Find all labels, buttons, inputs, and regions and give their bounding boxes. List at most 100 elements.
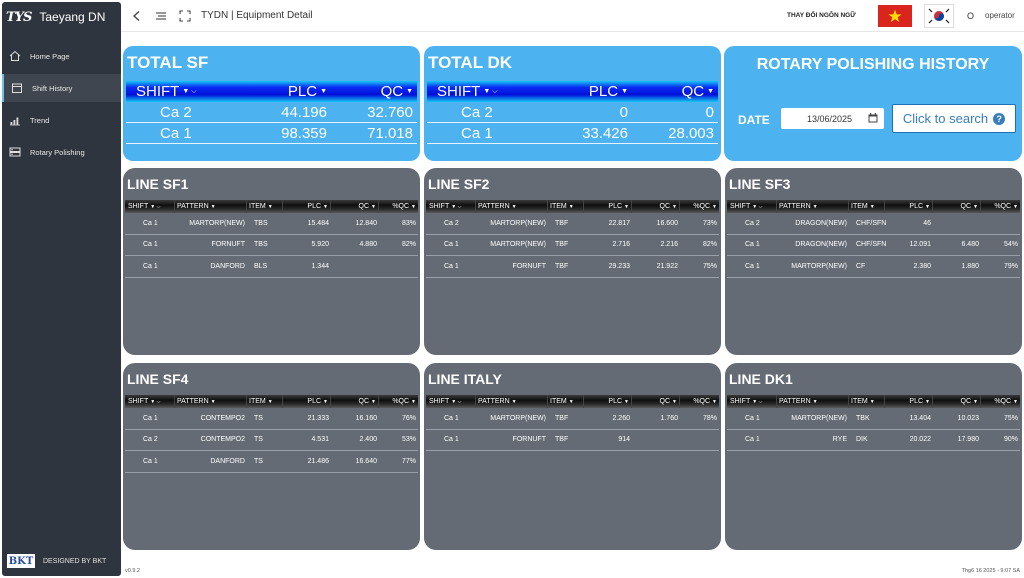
header-qc[interactable]: QC ▼ [632, 200, 680, 213]
header-plc[interactable]: PLC ▼ [283, 395, 331, 408]
filter-icon[interactable]: ▼ [624, 398, 629, 405]
table-row[interactable]: Ca 1 MARTORP(NEW) TBF 2.716 2.216 82% [426, 235, 719, 256]
filter-icon[interactable]: ▼ [869, 203, 875, 210]
sidebar-item-trend[interactable]: Trend [2, 106, 121, 134]
table-row[interactable]: Ca 1 98.359 71.018 [126, 123, 417, 144]
table-row[interactable]: Ca 1 MARTORP(NEW) TBK 13.404 10.023 75% [727, 408, 1020, 430]
filter-icon[interactable]: ▼ [672, 398, 677, 405]
header-item[interactable]: ITEM ▼ [849, 395, 885, 408]
header-qc[interactable]: QC ▼ [380, 83, 413, 100]
filter-icon[interactable]: ▼ [371, 398, 376, 405]
filter-icon[interactable]: ▼ [267, 398, 273, 405]
header-pct-qc[interactable]: %QC ▼ [680, 200, 719, 213]
filter-icon[interactable]: ▼ [973, 203, 978, 210]
filter-icon[interactable]: ▼ [672, 203, 677, 210]
filter-icon[interactable]: ▼ [323, 203, 328, 210]
header-pct-qc[interactable]: %QC ▼ [379, 395, 418, 408]
filter-icon[interactable]: ▼ [812, 203, 818, 210]
filter-icon[interactable]: ▼ [712, 203, 717, 210]
filter-icon[interactable]: ▼ [621, 88, 628, 95]
table-row[interactable]: Ca 1 FORNUFT TBF 914 [426, 430, 719, 451]
filter-icon[interactable]: ▼ [406, 88, 413, 95]
language-label[interactable]: THAY ĐỔI NGÔN NGỮ [787, 12, 856, 19]
table-row[interactable]: Ca 1 FORNUFT TBS 5.920 4.880 82% [125, 235, 418, 256]
filter-icon[interactable]: ▼ [568, 398, 574, 405]
menu-icon[interactable] [153, 8, 169, 24]
header-shift[interactable]: SHIFT ▼ ⌵ [426, 395, 476, 408]
filter-icon[interactable]: ▼ [869, 398, 875, 405]
table-row[interactable]: Ca 1 FORNUFT TBF 29.233 21.922 75% [426, 256, 719, 278]
search-button[interactable]: Click to search ? [892, 104, 1016, 133]
header-shift[interactable]: SHIFT ▼ ⌵ [727, 395, 777, 408]
header-item[interactable]: ITEM ▼ [849, 200, 885, 213]
table-row[interactable]: Ca 1 CONTEMPO2 TS 21.333 16.160 76% [125, 408, 418, 430]
header-shift[interactable]: SHIFT ▼ ⌵ [136, 83, 197, 100]
header-plc[interactable]: PLC ▼ [287, 83, 327, 100]
filter-icon[interactable]: ▼ [411, 398, 416, 405]
header-plc[interactable]: PLC ▼ [584, 395, 632, 408]
header-shift[interactable]: SHIFT ▼ ⌵ [727, 200, 777, 213]
filter-icon[interactable]: ▼ [323, 398, 328, 405]
header-plc[interactable]: PLC ▼ [584, 200, 632, 213]
sidebar-item-shift-history[interactable]: Shift History [2, 74, 121, 102]
filter-icon[interactable]: ▼ [568, 203, 574, 210]
filter-icon[interactable]: ▼ ⌵ [150, 398, 161, 405]
filter-icon[interactable]: ▼ [624, 203, 629, 210]
filter-icon[interactable]: ▼ [511, 203, 517, 210]
sidebar-item-home[interactable]: Home Page [2, 42, 121, 70]
filter-icon[interactable]: ▼ [812, 398, 818, 405]
user-avatar[interactable]: O [967, 10, 975, 21]
header-pct-qc[interactable]: %QC ▼ [379, 200, 418, 213]
calendar-icon[interactable] [868, 113, 878, 123]
header-shift[interactable]: SHIFT ▼ ⌵ [437, 83, 498, 100]
header-pct-qc[interactable]: %QC ▼ [680, 395, 719, 408]
fullscreen-icon[interactable] [177, 8, 193, 24]
filter-icon[interactable]: ▼ [1013, 203, 1018, 210]
header-qc[interactable]: QC ▼ [632, 395, 680, 408]
filter-icon[interactable]: ▼ [371, 203, 376, 210]
header-plc[interactable]: PLC ▼ [885, 200, 933, 213]
back-icon[interactable] [129, 8, 145, 24]
table-row[interactable]: Ca 1 DANFORD TS 21.486 16.640 77% [125, 451, 418, 473]
header-qc[interactable]: QC ▼ [933, 200, 981, 213]
filter-icon[interactable]: ▼ [925, 203, 930, 210]
filter-icon[interactable]: ▼ [320, 88, 327, 95]
table-row[interactable]: Ca 1 DRAGON(NEW) CHF/SFN 12.091 6.480 54% [727, 235, 1020, 256]
filter-icon[interactable]: ▼ ⌵ [451, 398, 462, 405]
table-row[interactable]: Ca 1 MARTORP(NEW) TBS 15.484 12.840 83% [125, 213, 418, 235]
header-shift[interactable]: SHIFT ▼ ⌵ [125, 200, 175, 213]
filter-icon[interactable]: ▼ ⌵ [451, 203, 462, 210]
header-pct-qc[interactable]: %QC ▼ [981, 200, 1020, 213]
table-row[interactable]: Ca 1 DANFORD BLS 1.344 [125, 256, 418, 278]
filter-icon[interactable]: ▼ [411, 203, 416, 210]
header-pattern[interactable]: PATTERN ▼ [476, 395, 548, 408]
filter-icon[interactable]: ▼ [511, 398, 517, 405]
header-pattern[interactable]: PATTERN ▼ [175, 200, 247, 213]
header-plc[interactable]: PLC ▼ [588, 83, 628, 100]
header-qc[interactable]: QC ▼ [331, 395, 379, 408]
filter-icon[interactable]: ▼ [707, 88, 714, 95]
filter-icon[interactable]: ▼ [210, 203, 216, 210]
filter-icon[interactable]: ▼ [973, 398, 978, 405]
table-row[interactable]: Ca 1 33.426 28.003 [427, 123, 718, 144]
filter-icon[interactable]: ▼ [210, 398, 216, 405]
table-row[interactable]: Ca 1 RYE DIK 20.022 17.980 90% [727, 430, 1020, 451]
username[interactable]: operator [985, 11, 1015, 20]
header-pct-qc[interactable]: %QC ▼ [981, 395, 1020, 408]
table-row[interactable]: Ca 2 MARTORP(NEW) TBF 22.817 16.600 73% [426, 213, 719, 235]
table-row[interactable]: Ca 1 MARTORP(NEW) CF 2.380 1.880 79% [727, 256, 1020, 278]
header-item[interactable]: ITEM ▼ [548, 200, 584, 213]
header-shift[interactable]: SHIFT ▼ ⌵ [426, 200, 476, 213]
header-plc[interactable]: PLC ▼ [885, 395, 933, 408]
table-row[interactable]: Ca 2 CONTEMPO2 TS 4.531 2.400 53% [125, 430, 418, 451]
filter-icon[interactable]: ▼ ⌵ [752, 398, 763, 405]
header-pattern[interactable]: PATTERN ▼ [476, 200, 548, 213]
header-qc[interactable]: QC ▼ [681, 83, 714, 100]
header-item[interactable]: ITEM ▼ [548, 395, 584, 408]
header-pattern[interactable]: PATTERN ▼ [777, 200, 849, 213]
table-row[interactable]: Ca 1 MARTORP(NEW) TBF 2.260 1.760 78% [426, 408, 719, 430]
date-input[interactable]: 13/06/2025 [781, 108, 884, 129]
korea-flag-icon[interactable] [924, 4, 954, 28]
header-item[interactable]: ITEM ▼ [247, 200, 283, 213]
header-plc[interactable]: PLC ▼ [283, 200, 331, 213]
